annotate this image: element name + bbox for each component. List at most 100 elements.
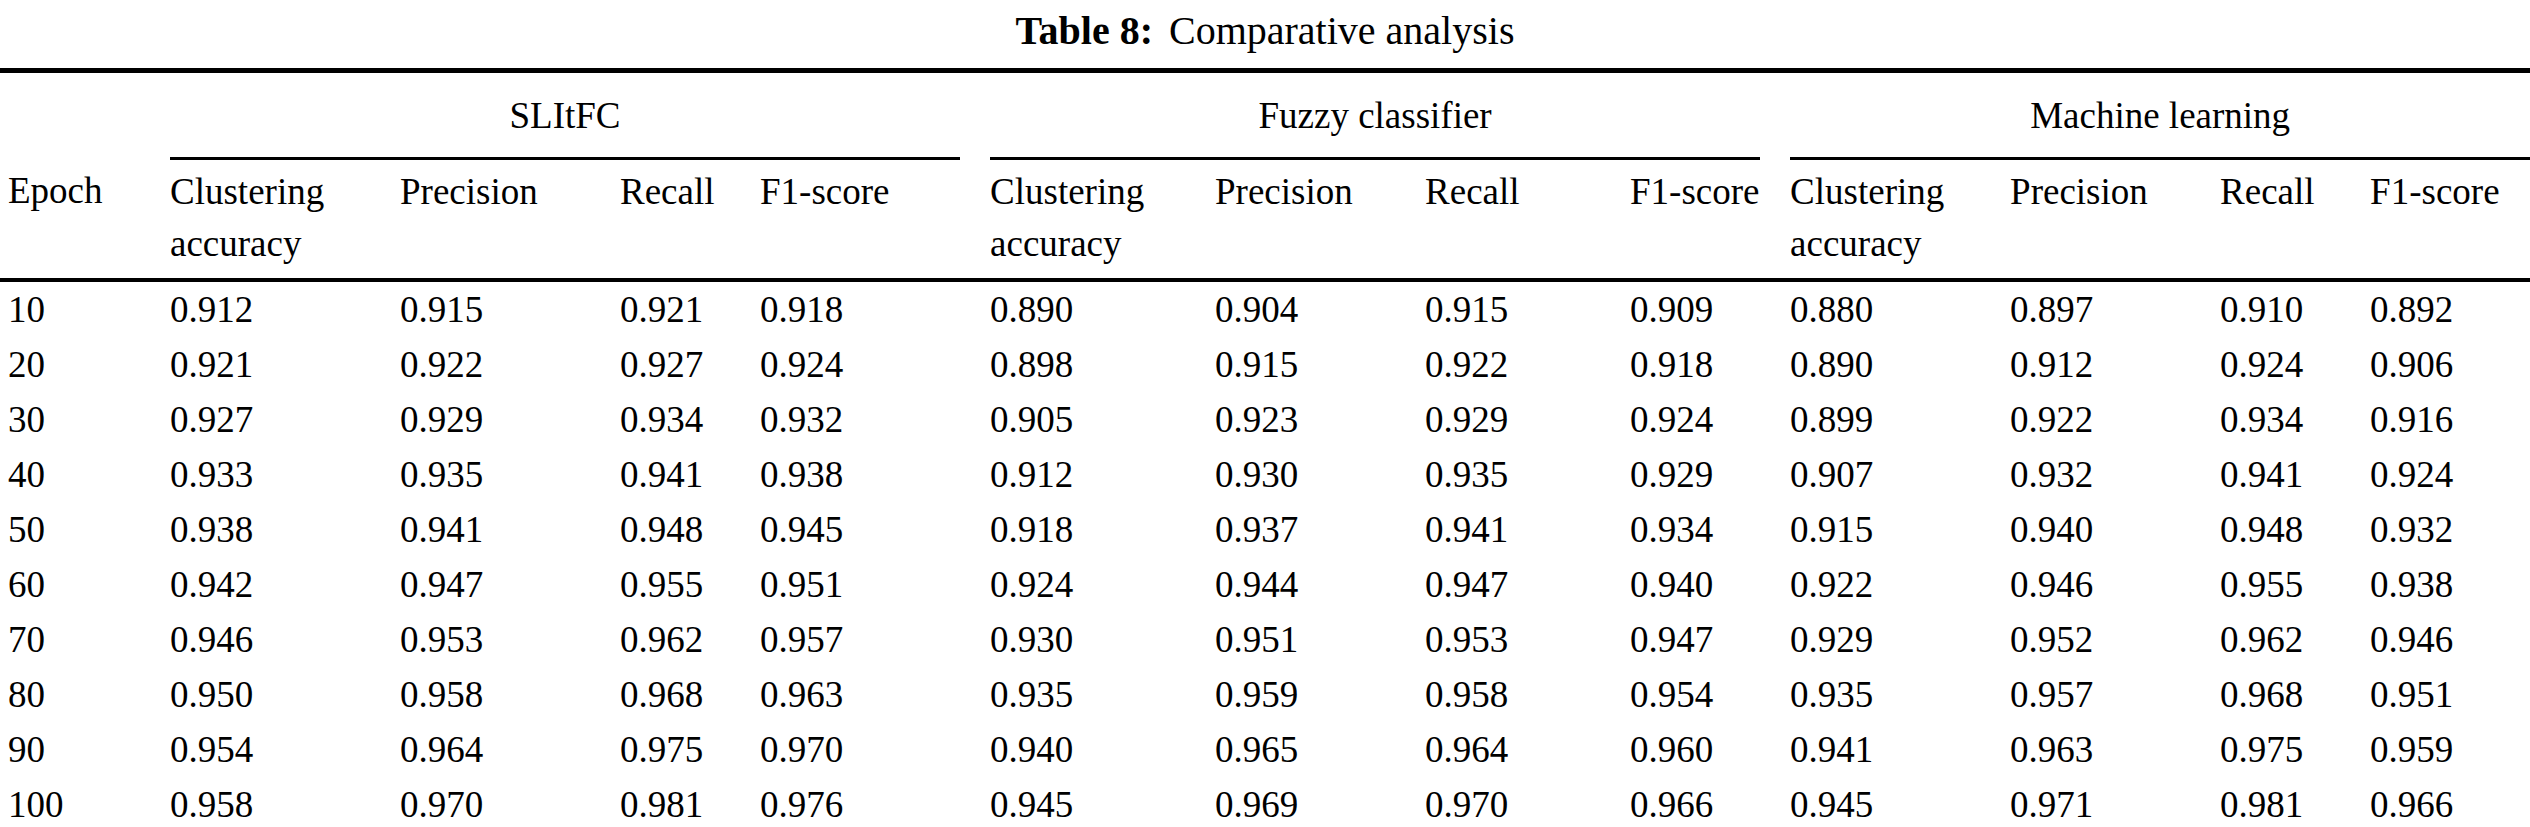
value-cell: 0.922 (1790, 557, 2010, 612)
column-gap (960, 159, 990, 281)
col-header-recall: Recall (2220, 159, 2370, 281)
table-row: 900.9540.9640.9750.9700.9400.9650.9640.9… (0, 722, 2530, 777)
value-cell: 0.905 (990, 392, 1215, 447)
col-header-f1-score: F1-score (2370, 159, 2530, 281)
value-cell: 0.945 (990, 777, 1215, 827)
value-cell: 0.927 (170, 392, 400, 447)
column-gap (960, 667, 990, 722)
epoch-cell: 20 (0, 337, 170, 392)
value-cell: 0.941 (2220, 447, 2370, 502)
value-cell: 0.963 (760, 667, 960, 722)
value-cell: 0.924 (990, 557, 1215, 612)
comparative-analysis-table: SLItFC Fuzzy classifier Machine learning… (0, 68, 2530, 827)
col-header-f1-score: F1-score (760, 159, 960, 281)
value-cell: 0.957 (760, 612, 960, 667)
value-cell: 0.968 (2220, 667, 2370, 722)
value-cell: 0.951 (2370, 667, 2530, 722)
value-cell: 0.953 (1425, 612, 1630, 667)
value-cell: 0.938 (760, 447, 960, 502)
column-gap (960, 447, 990, 502)
column-gap (960, 337, 990, 392)
epoch-header-blank (0, 71, 170, 159)
caption-label: Table 8: (1016, 8, 1153, 53)
value-cell: 0.981 (620, 777, 760, 827)
col-header-clustering-accuracy: Clustering accuracy (1790, 159, 2010, 281)
value-cell: 0.947 (1425, 557, 1630, 612)
value-cell: 0.907 (1790, 447, 2010, 502)
value-cell: 0.933 (170, 447, 400, 502)
value-cell: 0.921 (170, 337, 400, 392)
column-gap (1760, 392, 1790, 447)
value-cell: 0.912 (170, 280, 400, 337)
value-cell: 0.922 (1425, 337, 1630, 392)
value-cell: 0.923 (1215, 392, 1425, 447)
value-cell: 0.915 (400, 280, 620, 337)
value-cell: 0.935 (1425, 447, 1630, 502)
value-cell: 0.970 (400, 777, 620, 827)
value-cell: 0.898 (990, 337, 1215, 392)
column-gap (1760, 502, 1790, 557)
value-cell: 0.915 (1790, 502, 2010, 557)
value-cell: 0.918 (1630, 337, 1760, 392)
value-cell: 0.932 (2370, 502, 2530, 557)
value-cell: 0.953 (400, 612, 620, 667)
value-cell: 0.951 (1215, 612, 1425, 667)
column-gap (1760, 71, 1790, 159)
value-cell: 0.930 (1215, 447, 1425, 502)
value-cell: 0.942 (170, 557, 400, 612)
value-cell: 0.970 (1425, 777, 1630, 827)
value-cell: 0.957 (2010, 667, 2220, 722)
value-cell: 0.959 (1215, 667, 1425, 722)
value-cell: 0.951 (760, 557, 960, 612)
value-cell: 0.938 (2370, 557, 2530, 612)
value-cell: 0.899 (1790, 392, 2010, 447)
value-cell: 0.975 (620, 722, 760, 777)
epoch-cell: 10 (0, 280, 170, 337)
value-cell: 0.948 (2220, 502, 2370, 557)
value-cell: 0.927 (620, 337, 760, 392)
value-cell: 0.971 (2010, 777, 2220, 827)
value-cell: 0.946 (2010, 557, 2220, 612)
table-row: 200.9210.9220.9270.9240.8980.9150.9220.9… (0, 337, 2530, 392)
value-cell: 0.941 (1425, 502, 1630, 557)
value-cell: 0.968 (620, 667, 760, 722)
value-cell: 0.918 (990, 502, 1215, 557)
value-cell: 0.948 (620, 502, 760, 557)
value-cell: 0.929 (1790, 612, 2010, 667)
value-cell: 0.929 (1630, 447, 1760, 502)
table-row: 600.9420.9470.9550.9510.9240.9440.9470.9… (0, 557, 2530, 612)
value-cell: 0.890 (1790, 337, 2010, 392)
value-cell: 0.955 (620, 557, 760, 612)
value-cell: 0.947 (1630, 612, 1760, 667)
group-header-fuzzy-classifier: Fuzzy classifier (990, 71, 1760, 159)
column-gap (960, 722, 990, 777)
table-row: 700.9460.9530.9620.9570.9300.9510.9530.9… (0, 612, 2530, 667)
value-cell: 0.947 (400, 557, 620, 612)
value-cell: 0.935 (400, 447, 620, 502)
value-cell: 0.935 (1790, 667, 2010, 722)
table-row: 400.9330.9350.9410.9380.9120.9300.9350.9… (0, 447, 2530, 502)
value-cell: 0.924 (2370, 447, 2530, 502)
value-cell: 0.970 (760, 722, 960, 777)
column-gap (1760, 280, 1790, 337)
epoch-column-header: Epoch (0, 159, 170, 281)
value-cell: 0.897 (2010, 280, 2220, 337)
table-row: 500.9380.9410.9480.9450.9180.9370.9410.9… (0, 502, 2530, 557)
value-cell: 0.964 (400, 722, 620, 777)
value-cell: 0.932 (760, 392, 960, 447)
value-cell: 0.909 (1630, 280, 1760, 337)
epoch-cell: 90 (0, 722, 170, 777)
table-row: 100.9120.9150.9210.9180.8900.9040.9150.9… (0, 280, 2530, 337)
value-cell: 0.892 (2370, 280, 2530, 337)
col-header-precision: Precision (2010, 159, 2220, 281)
value-cell: 0.954 (170, 722, 400, 777)
table-caption: Table 8:Comparative analysis (0, 0, 2530, 68)
value-cell: 0.880 (1790, 280, 2010, 337)
value-cell: 0.964 (1425, 722, 1630, 777)
column-gap (1760, 159, 1790, 281)
value-cell: 0.915 (1425, 280, 1630, 337)
value-cell: 0.924 (1630, 392, 1760, 447)
col-header-recall: Recall (1425, 159, 1630, 281)
value-cell: 0.958 (1425, 667, 1630, 722)
col-header-clustering-accuracy: Clustering accuracy (170, 159, 400, 281)
